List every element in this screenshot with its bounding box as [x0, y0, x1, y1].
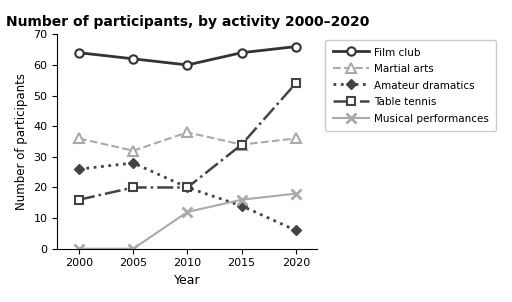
Musical performances	[184, 210, 190, 214]
X-axis label: Year: Year	[174, 274, 201, 287]
Line: Table tennis: Table tennis	[75, 79, 300, 204]
Table tennis	[293, 82, 299, 85]
Film club	[76, 51, 82, 55]
Martial arts	[239, 143, 245, 146]
Amateur dramatics	[184, 186, 190, 189]
Legend: Film club, Martial arts, Amateur dramatics, Table tennis, Musical performances: Film club, Martial arts, Amateur dramati…	[325, 40, 496, 131]
Amateur dramatics	[293, 229, 299, 232]
Y-axis label: Number of participants: Number of participants	[15, 73, 28, 210]
Martial arts	[184, 130, 190, 134]
Film club	[239, 51, 245, 55]
Amateur dramatics	[76, 167, 82, 171]
Line: Film club: Film club	[75, 42, 300, 69]
Musical performances	[76, 247, 82, 251]
Table tennis	[184, 186, 190, 189]
Musical performances	[239, 198, 245, 201]
Musical performances	[293, 192, 299, 195]
Film club	[184, 63, 190, 67]
Musical performances	[130, 247, 136, 251]
Table tennis	[76, 198, 82, 201]
Table tennis	[239, 143, 245, 146]
Martial arts	[76, 137, 82, 140]
Title: Number of participants, by activity 2000–2020: Number of participants, by activity 2000…	[6, 15, 369, 29]
Table tennis	[130, 186, 136, 189]
Amateur dramatics	[130, 161, 136, 165]
Line: Musical performances: Musical performances	[74, 189, 301, 254]
Line: Amateur dramatics: Amateur dramatics	[76, 159, 299, 234]
Line: Martial arts: Martial arts	[74, 127, 301, 156]
Film club	[293, 45, 299, 48]
Martial arts	[293, 137, 299, 140]
Film club	[130, 57, 136, 61]
Martial arts	[130, 149, 136, 153]
Amateur dramatics	[239, 204, 245, 208]
